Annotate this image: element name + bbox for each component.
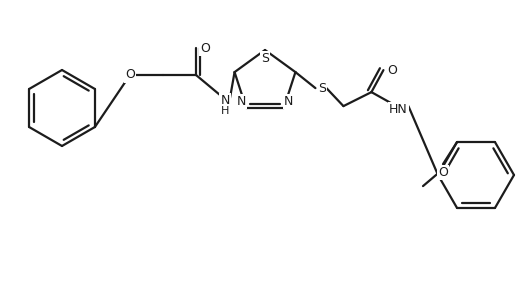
Text: HN: HN — [389, 103, 408, 116]
Text: S: S — [319, 82, 326, 95]
Text: O: O — [200, 42, 210, 55]
Text: S: S — [261, 52, 269, 65]
Text: N: N — [284, 95, 294, 108]
Text: H: H — [221, 106, 229, 116]
Text: N: N — [220, 93, 229, 106]
Text: O: O — [387, 64, 398, 77]
Text: O: O — [125, 68, 135, 82]
Text: O: O — [438, 166, 448, 179]
Text: N: N — [236, 95, 246, 108]
